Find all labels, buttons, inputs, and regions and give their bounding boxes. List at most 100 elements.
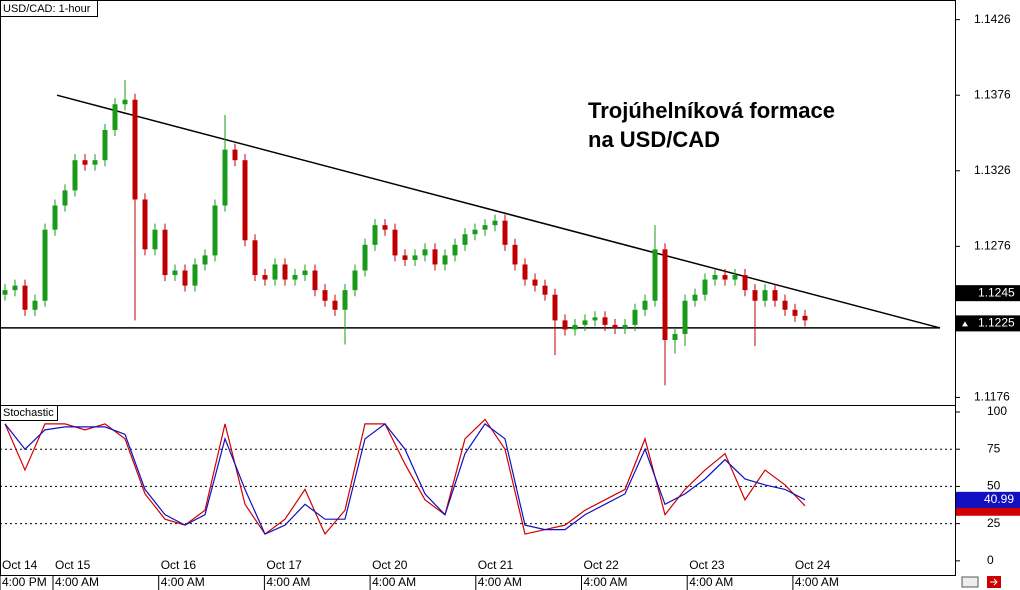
- icon[interactable]: [961, 576, 979, 588]
- candle-body: [382, 225, 388, 230]
- y-tick-label: 25: [987, 516, 1001, 530]
- time-label: 4:00 AM: [478, 575, 522, 589]
- candle-body: [172, 270, 178, 276]
- y-tick-label: 100: [987, 404, 1007, 418]
- title-box: [0, 0, 98, 17]
- candle-body: [112, 104, 118, 130]
- candle-body: [352, 270, 358, 291]
- candle-body: [502, 220, 508, 245]
- candle-body: [662, 249, 668, 341]
- candle-body: [322, 290, 328, 301]
- candle-body: [292, 275, 298, 280]
- candle-body: [682, 300, 688, 334]
- candle-body: [612, 324, 618, 328]
- date-label: Oct 17: [266, 558, 302, 572]
- candle-body: [592, 317, 598, 321]
- y-tick-label: 50: [987, 479, 1001, 493]
- candle-body: [712, 275, 718, 280]
- candle-body: [32, 300, 38, 310]
- candle-body: [212, 205, 218, 256]
- candle-body: [492, 220, 498, 226]
- candle-body: [132, 99, 138, 200]
- date-label: Oct 23: [689, 558, 725, 572]
- annotation: na USD/CAD: [588, 127, 720, 152]
- candle-body: [642, 300, 648, 310]
- candle-body: [652, 249, 658, 301]
- time-label: 4:00 PM: [2, 575, 47, 589]
- candle-body: [512, 244, 518, 265]
- candle-body: [532, 279, 538, 286]
- candle-body: [632, 309, 638, 325]
- date-label: Oct 21: [478, 558, 514, 572]
- candle-body: [22, 285, 28, 310]
- candle-body: [782, 300, 788, 310]
- y-tick-label: 1.1376: [974, 87, 1011, 101]
- candle-body: [12, 285, 18, 291]
- candle-body: [122, 99, 128, 105]
- candle-body: [732, 275, 738, 280]
- y-tick-label: 1.1176: [974, 390, 1010, 404]
- value-box: [956, 491, 1020, 508]
- candle-body: [272, 264, 278, 280]
- candle-body: [802, 315, 808, 321]
- candle-body: [762, 290, 768, 301]
- candle-body: [522, 264, 528, 280]
- candle-body: [552, 294, 558, 321]
- trendline: [56, 94, 941, 329]
- candle-body: [472, 229, 478, 235]
- chart-title: USD/CAD: 1-hour: [3, 3, 91, 15]
- candle-body: [412, 255, 418, 260]
- candle-body: [772, 290, 778, 301]
- value-box: [956, 505, 1020, 516]
- candle-body: [222, 149, 228, 206]
- y-tick-label: 1.1326: [974, 163, 1011, 177]
- date-label: Oct 24: [795, 558, 831, 572]
- candle-body: [432, 249, 438, 265]
- icon-arrow: [990, 578, 998, 586]
- candle-body: [192, 264, 198, 286]
- candle-body: [392, 229, 398, 256]
- panel-title: Stochastic: [3, 407, 54, 419]
- time-label: 4:00 AM: [161, 575, 205, 589]
- candle-body: [282, 264, 288, 280]
- candle-body: [242, 160, 248, 241]
- stochastic-line: [4, 418, 806, 536]
- price-marker-label: 1.1225: [978, 316, 1015, 330]
- candle-body: [542, 285, 548, 295]
- candle-body: [742, 275, 748, 291]
- candle-body: [792, 309, 798, 316]
- stochastic-line: [4, 423, 806, 535]
- candle-body: [362, 244, 368, 271]
- candle-body: [342, 290, 348, 310]
- time-label: 4:00 AM: [266, 575, 310, 589]
- candle-body: [162, 229, 168, 276]
- time-label: 4:00 AM: [584, 575, 628, 589]
- candle-body: [442, 255, 448, 265]
- price-marker-label: 1.1245: [978, 285, 1015, 299]
- candle-body: [262, 275, 268, 280]
- candle-body: [42, 229, 48, 301]
- candle-body: [622, 324, 628, 328]
- candle-body: [102, 129, 108, 161]
- candle-body: [462, 234, 468, 245]
- title-box: [0, 405, 58, 421]
- date-label: Oct 14: [2, 558, 38, 572]
- candle-body: [482, 225, 488, 230]
- time-label: 4:00 AM: [55, 575, 99, 589]
- candle-body: [572, 324, 578, 330]
- candle-body: [602, 317, 608, 325]
- toolbar-icons[interactable]: [961, 576, 1001, 588]
- price-marker-box: [956, 285, 1020, 302]
- candle-body: [402, 255, 408, 260]
- candle-body: [302, 270, 308, 276]
- time-label: 4:00 AM: [372, 575, 416, 589]
- candle-body: [52, 205, 58, 230]
- candle-body: [312, 270, 318, 291]
- candle-body: [82, 160, 88, 165]
- candle-body: [62, 190, 68, 206]
- candle-body: [182, 270, 188, 286]
- y-tick-label: 0: [987, 553, 994, 567]
- annotation: Trojúhelníková formace: [588, 98, 835, 123]
